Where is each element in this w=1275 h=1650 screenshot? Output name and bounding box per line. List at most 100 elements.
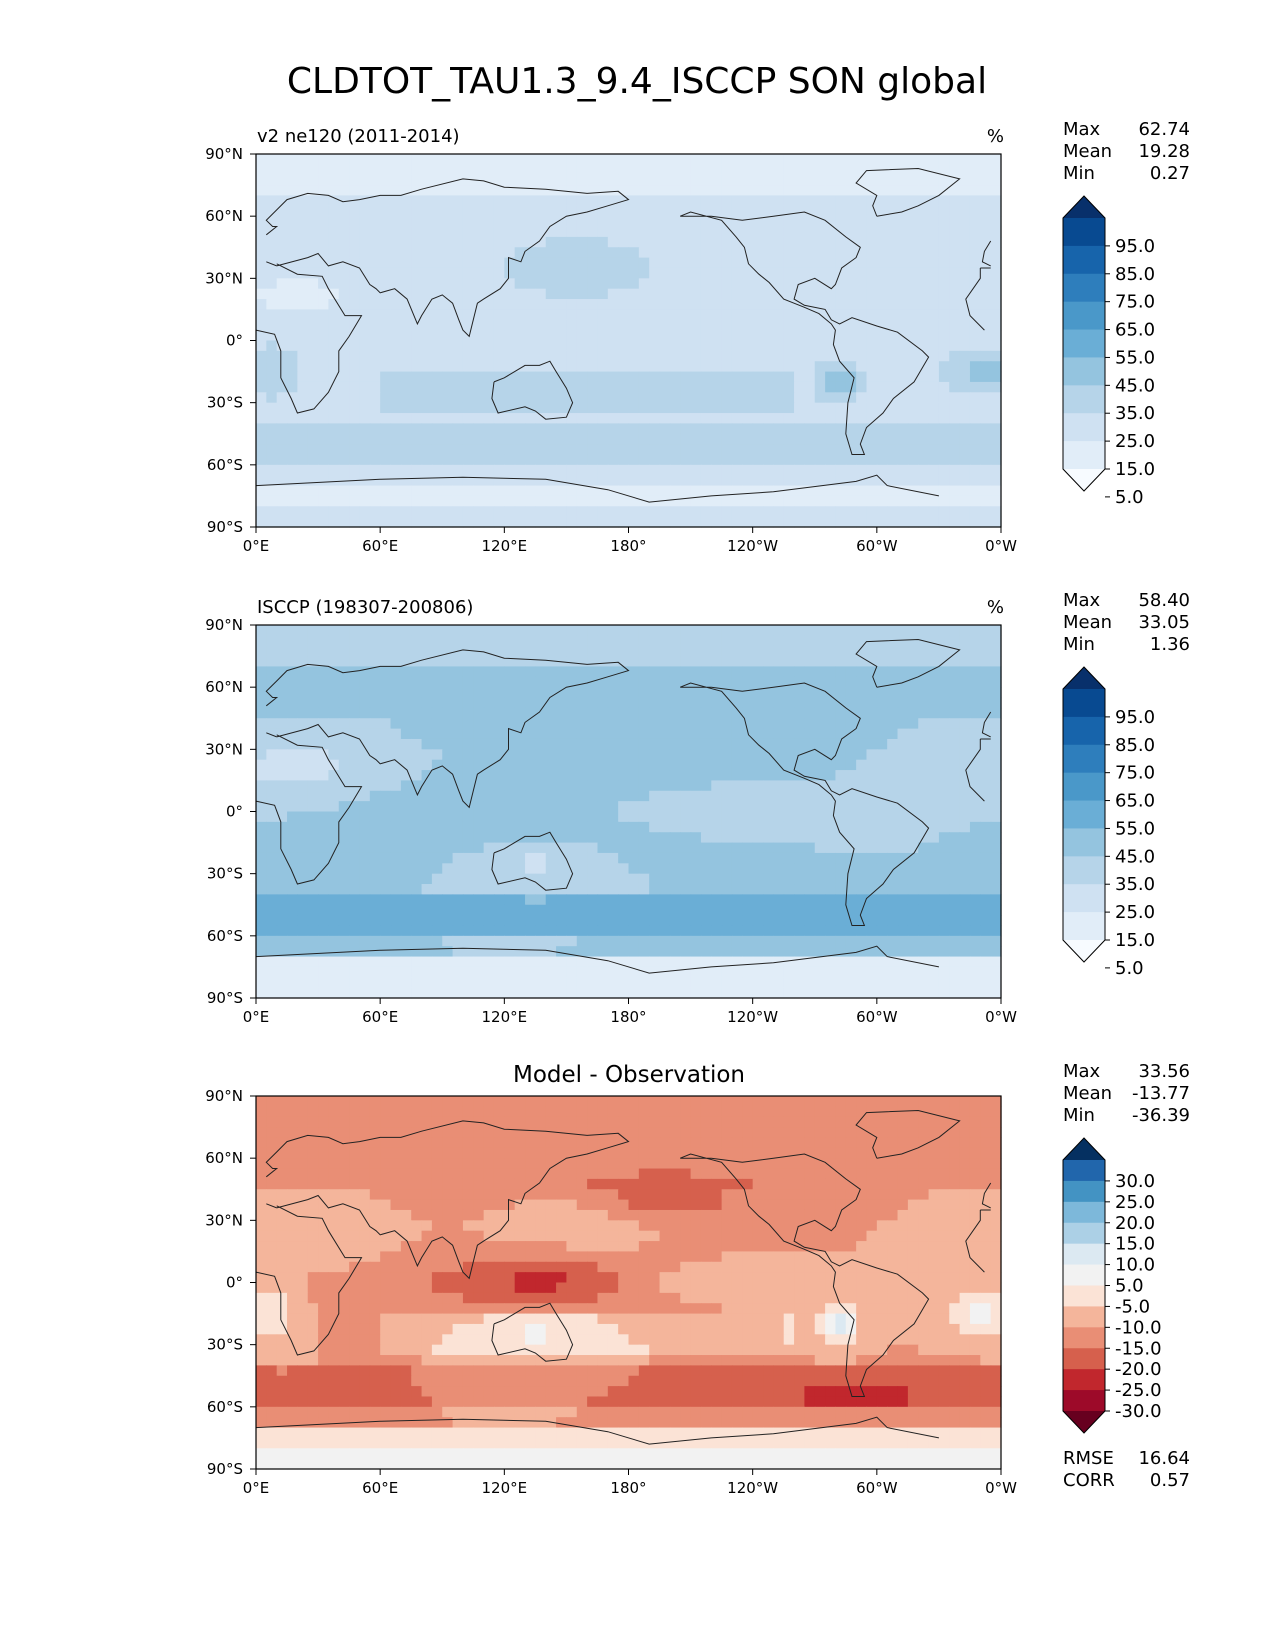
grid-cell [462, 454, 474, 466]
grid-cell [607, 707, 619, 719]
grid-cell [980, 842, 992, 854]
grid-cell [545, 247, 557, 259]
grid-cell [763, 423, 774, 435]
grid-cell [493, 687, 505, 699]
grid-cell [887, 516, 899, 528]
grid-cell [783, 697, 795, 709]
grid-cell [845, 195, 857, 207]
grid-cell [597, 319, 609, 331]
grid-cell [359, 413, 371, 424]
grid-cell [938, 697, 950, 709]
grid-cell [763, 278, 774, 290]
grid-cell [328, 247, 340, 259]
grid-cell [897, 299, 909, 311]
grid-cell [287, 185, 298, 197]
grid-cell [700, 759, 712, 771]
grid-cell [349, 371, 361, 383]
grid-cell [390, 247, 402, 259]
grid-cell [669, 925, 681, 937]
grid-cell [359, 728, 371, 740]
grid-cell [969, 392, 981, 404]
grid-cell [731, 340, 743, 352]
grid-cell [638, 697, 650, 709]
grid-cell [845, 770, 857, 782]
grid-cell [887, 925, 899, 937]
grid-cell [597, 278, 609, 290]
grid-cell [493, 863, 505, 875]
grid-cell [949, 687, 961, 699]
grid-cell [845, 444, 857, 456]
grid-cell [825, 257, 837, 269]
grid-cell [504, 915, 516, 927]
grid-cell [597, 863, 609, 875]
grid-cell [452, 873, 464, 885]
grid-cell [659, 873, 671, 885]
grid-cell [783, 381, 795, 393]
grid-cell [928, 247, 940, 259]
grid-cell [845, 361, 857, 373]
grid-cell [452, 444, 464, 456]
grid-cell [659, 381, 671, 393]
grid-cell [711, 863, 723, 875]
grid-cell [628, 516, 640, 528]
grid-cell [618, 454, 630, 466]
grid-cell [431, 495, 443, 507]
grid-cell [400, 185, 412, 197]
grid-cell [473, 361, 485, 373]
grid-cell [814, 402, 826, 414]
grid-cell [587, 330, 599, 342]
grid-cell [907, 350, 919, 362]
grid-cell [307, 485, 319, 497]
grid-cell [887, 361, 899, 373]
grid-cell [866, 423, 878, 435]
grid-cell [969, 821, 981, 833]
grid-cell [256, 278, 267, 290]
grid-cell [318, 718, 330, 730]
grid-cell [628, 687, 640, 699]
grid-cell [990, 676, 1002, 688]
grid-cell [773, 770, 785, 782]
grid-cell [752, 676, 764, 688]
grid-cell [514, 330, 526, 342]
grid-cell [287, 946, 298, 958]
grid-cell [628, 413, 640, 424]
grid-cell [597, 464, 609, 476]
grid-cell [638, 635, 650, 647]
grid-cell [297, 697, 309, 709]
grid-cell [876, 894, 888, 906]
grid-cell [845, 216, 857, 228]
grid-cell [711, 821, 723, 833]
grid-cell [411, 423, 423, 435]
grid-cell [390, 195, 402, 207]
grid-cell [576, 852, 588, 864]
grid-cell [442, 278, 454, 290]
grid-cell [535, 780, 547, 792]
grid-cell [804, 330, 816, 342]
grid-cell [814, 516, 826, 528]
grid-cell [535, 821, 547, 833]
grid-cell [587, 676, 599, 688]
grid-cell [866, 288, 878, 300]
grid-cell [907, 718, 919, 730]
grid-cell [969, 842, 981, 854]
grid-cell [587, 475, 599, 487]
grid-cell [369, 625, 381, 636]
grid-cell [731, 257, 743, 269]
grid-cell [835, 288, 847, 300]
grid-cell [525, 676, 536, 688]
grid-cell [607, 645, 619, 657]
grid-cell [256, 257, 267, 269]
grid-cell [597, 154, 609, 165]
grid-cell [607, 309, 619, 321]
grid-cell [690, 433, 702, 445]
grid-cell [307, 759, 319, 771]
grid-cell [411, 842, 423, 854]
grid-cell [856, 770, 868, 782]
grid-cell [380, 226, 392, 238]
grid-cell [825, 687, 837, 699]
grid-cell [473, 226, 485, 238]
grid-cell [928, 770, 940, 782]
grid-cell [845, 635, 857, 647]
grid-cell [442, 185, 454, 197]
grid-cell [711, 236, 723, 248]
